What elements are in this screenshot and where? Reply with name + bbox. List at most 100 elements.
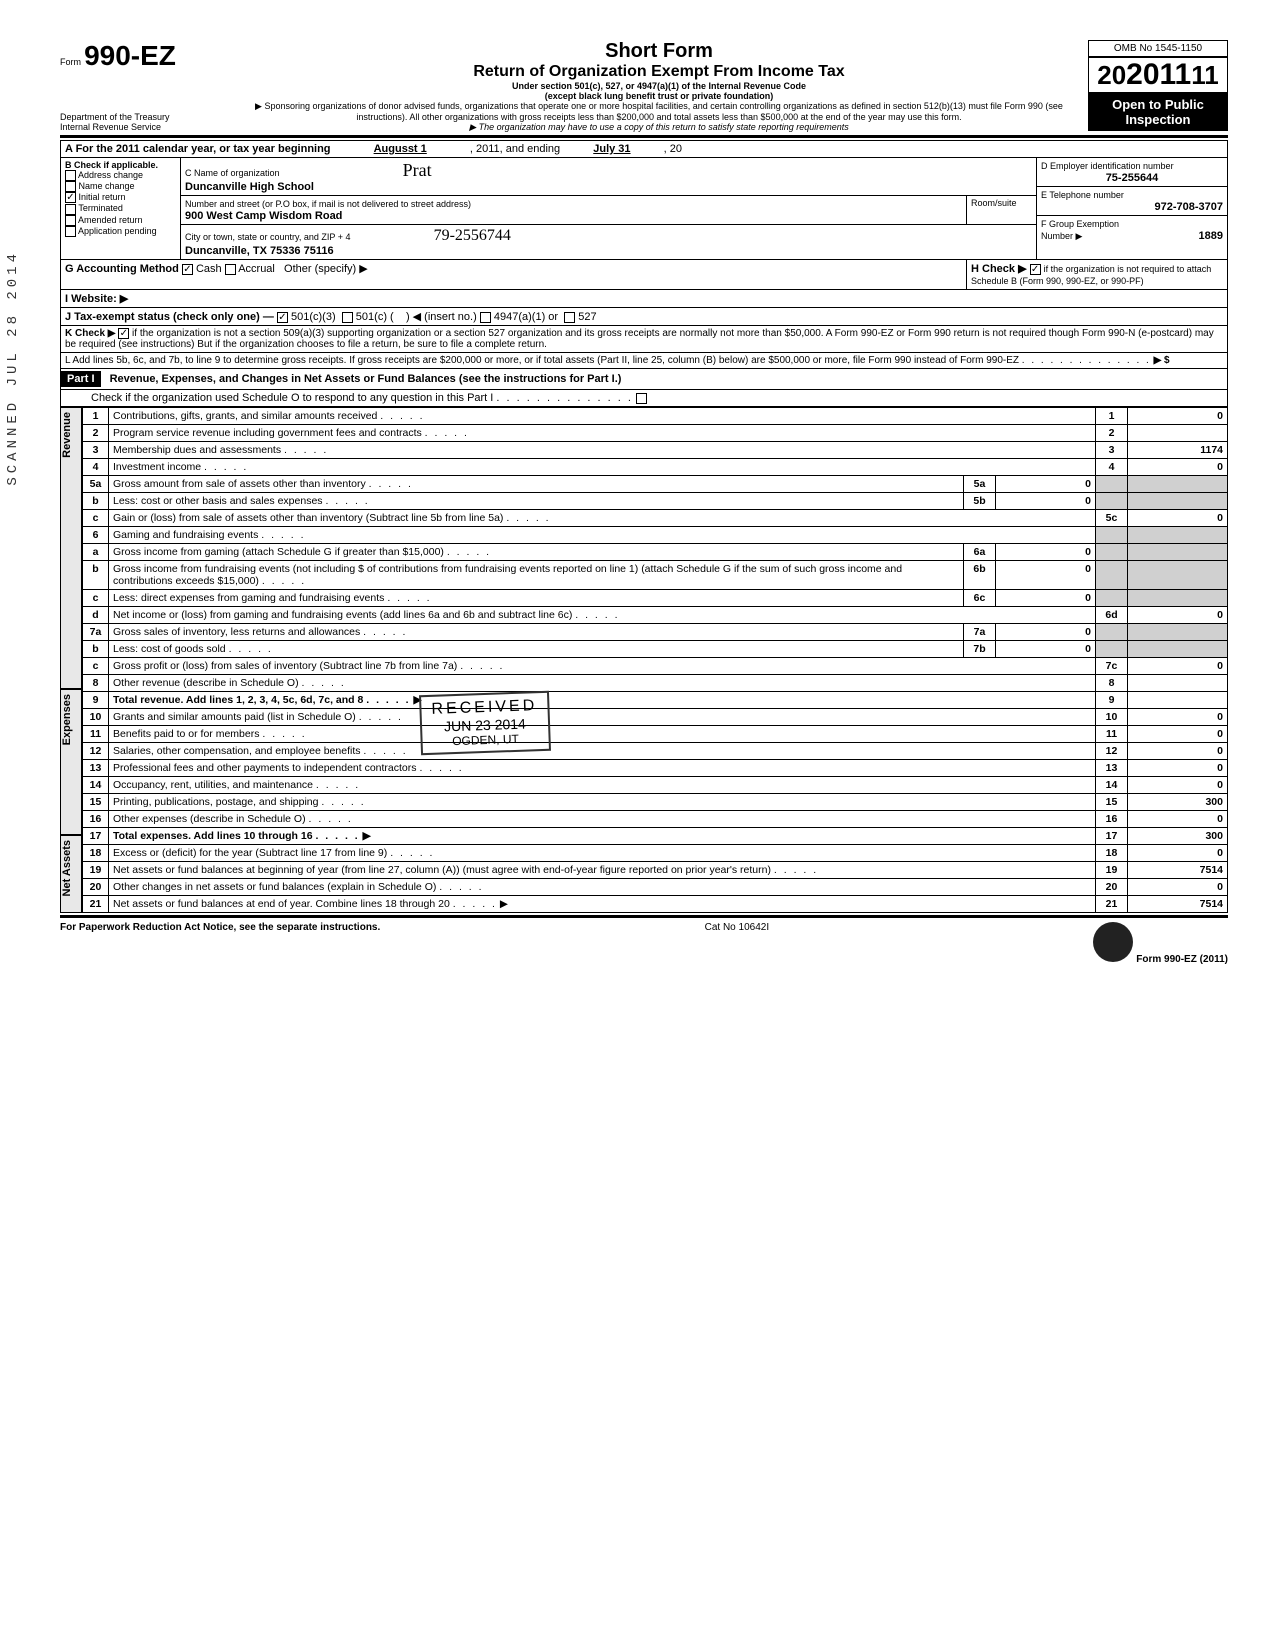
box-num: 8 [1096, 675, 1128, 692]
inner-amount: 0 [996, 493, 1096, 510]
line-text: Total expenses. Add lines 10 through 16 … [109, 828, 1096, 845]
inspection: Inspection [1125, 112, 1190, 127]
inner-box-num: 5a [964, 476, 996, 493]
open-public: Open to Public [1112, 97, 1204, 112]
cb-amended[interactable] [65, 215, 76, 226]
line-text: Other changes in net assets or fund bala… [109, 879, 1096, 896]
shaded-cell [1096, 641, 1128, 658]
amount: 0 [1128, 607, 1228, 624]
line-number: c [83, 510, 109, 527]
entity-info-block: A For the 2011 calendar year, or tax yea… [60, 140, 1228, 369]
line-row: 5aGross amount from sale of assets other… [83, 476, 1228, 493]
amount: 0 [1128, 658, 1228, 675]
lbl-app-pending: Application pending [78, 226, 157, 236]
line-number: 8 [83, 675, 109, 692]
box-num: 7c [1096, 658, 1128, 675]
lbl-terminated: Terminated [78, 203, 123, 213]
l-text: L Add lines 5b, 6c, and 7b, to line 9 to… [65, 355, 1019, 366]
line-row: 11Benefits paid to or for members . . . … [83, 726, 1228, 743]
note-sponsor: ▶ Sponsoring organizations of donor advi… [240, 101, 1078, 122]
group-exemption: 1889 [1199, 230, 1223, 242]
cb-4947[interactable] [480, 312, 491, 323]
amount [1128, 692, 1228, 709]
line-text: Net assets or fund balances at end of ye… [109, 896, 1096, 913]
cb-terminated[interactable] [65, 204, 76, 215]
form-header: Form 990-EZ Department of the Treasury I… [60, 40, 1228, 133]
footer-pra: For Paperwork Reduction Act Notice, see … [60, 922, 380, 965]
line-text: Less: direct expenses from gaming and fu… [109, 590, 964, 607]
line-number: 6 [83, 527, 109, 544]
line-number: 15 [83, 794, 109, 811]
box-num: 14 [1096, 777, 1128, 794]
box-num: 4 [1096, 459, 1128, 476]
cb-initial-return[interactable] [65, 192, 76, 203]
shaded-cell [1128, 561, 1228, 590]
line-text: Membership dues and assessments . . . . … [109, 442, 1096, 459]
line-row: bLess: cost or other basis and sales exp… [83, 493, 1228, 510]
line-number: 12 [83, 743, 109, 760]
inner-box-num: 7b [964, 641, 996, 658]
line-number: 3 [83, 442, 109, 459]
line-text: Gross amount from sale of assets other t… [109, 476, 964, 493]
shaded-cell [1128, 641, 1228, 658]
box-num: 21 [1096, 896, 1128, 913]
cb-k[interactable] [118, 328, 129, 339]
cb-501c[interactable] [342, 312, 353, 323]
line-text: Contributions, gifts, grants, and simila… [109, 408, 1096, 425]
line-text: Gross income from fundraising events (no… [109, 561, 964, 590]
addr-label: Number and street (or P.O box, if mail i… [185, 199, 471, 209]
amount: 300 [1128, 828, 1228, 845]
e-label: E Telephone number [1041, 190, 1124, 200]
hand-ein: 79-2556744 [434, 227, 511, 244]
box-num: 2 [1096, 425, 1128, 442]
line-text: Gross profit or (loss) from sales of inv… [109, 658, 1096, 675]
year-begin: Augusst 1 [334, 143, 467, 155]
line-text: Less: cost or other basis and sales expe… [109, 493, 964, 510]
lbl-address-change: Address change [78, 170, 143, 180]
line-row: cGain or (loss) from sale of assets othe… [83, 510, 1228, 527]
line-text: Gain or (loss) from sale of assets other… [109, 510, 1096, 527]
line-row: 4Investment income . . . . .40 [83, 459, 1228, 476]
amount: 300 [1128, 794, 1228, 811]
box-num: 3 [1096, 442, 1128, 459]
subtitle-except: (except black lung benefit trust or priv… [240, 91, 1078, 101]
line-text: Total revenue. Add lines 1, 2, 3, 4, 5c,… [109, 692, 1096, 709]
cb-name-change[interactable] [65, 181, 76, 192]
amount: 0 [1128, 760, 1228, 777]
cb-application-pending[interactable] [65, 226, 76, 237]
line-row: 20Other changes in net assets or fund ba… [83, 879, 1228, 896]
shaded-cell [1096, 527, 1128, 544]
cb-accrual[interactable] [225, 264, 236, 275]
line-row: 16Other expenses (describe in Schedule O… [83, 811, 1228, 828]
box-num: 11 [1096, 726, 1128, 743]
inner-box-num: 5b [964, 493, 996, 510]
line-row: bLess: cost of goods sold . . . . .7b0 [83, 641, 1228, 658]
irs-seal-icon [1093, 922, 1133, 962]
cb-527[interactable] [564, 312, 575, 323]
line-row: dNet income or (loss) from gaming and fu… [83, 607, 1228, 624]
lbl-amended: Amended return [78, 215, 143, 225]
line-number: 5a [83, 476, 109, 493]
line-text: Gross income from gaming (attach Schedul… [109, 544, 964, 561]
line-number: a [83, 544, 109, 561]
footer: For Paperwork Reduction Act Notice, see … [60, 922, 1228, 965]
cb-address-change[interactable] [65, 170, 76, 181]
box-num: 16 [1096, 811, 1128, 828]
lbl-initial-return: Initial return [79, 192, 126, 202]
box-num: 17 [1096, 828, 1128, 845]
cb-schedule-o-part1[interactable] [636, 393, 647, 404]
cb-cash[interactable] [182, 264, 193, 275]
i-website: I Website: ▶ [65, 293, 128, 305]
part1-table: 1Contributions, gifts, grants, and simil… [82, 407, 1228, 913]
line-row: 21Net assets or fund balances at end of … [83, 896, 1228, 913]
k-text: if the organization is not a section 509… [65, 328, 1214, 350]
line-number: 7a [83, 624, 109, 641]
line-text: Benefits paid to or for members . . . . … [109, 726, 1096, 743]
shaded-cell [1096, 544, 1128, 561]
cb-schedule-b[interactable] [1030, 264, 1041, 275]
inner-box-num: 6a [964, 544, 996, 561]
cb-501c3[interactable] [277, 312, 288, 323]
amount: 0 [1128, 845, 1228, 862]
city-label: City or town, state or country, and ZIP … [185, 232, 351, 242]
inner-amount: 0 [996, 544, 1096, 561]
